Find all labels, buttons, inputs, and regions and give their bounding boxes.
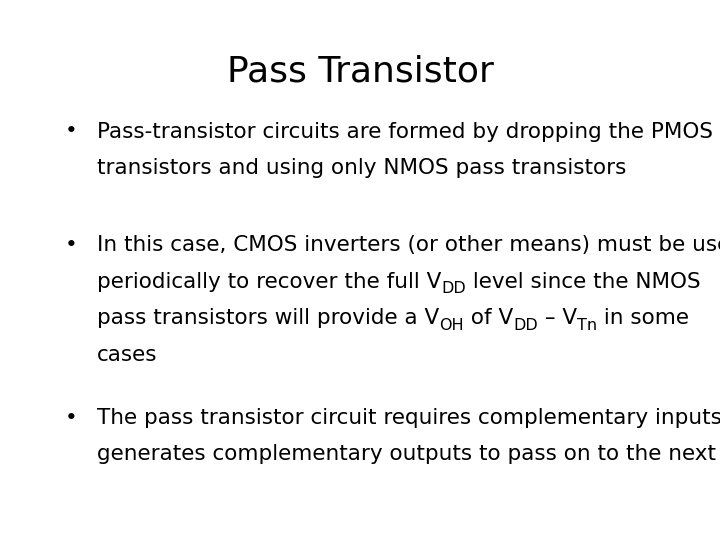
Text: periodically to recover the full V: periodically to recover the full V: [97, 272, 441, 292]
Text: •: •: [65, 408, 78, 428]
Text: The pass transistor circuit requires complementary inputs and: The pass transistor circuit requires com…: [97, 408, 720, 428]
Text: in some: in some: [598, 308, 689, 328]
Text: cases: cases: [97, 345, 158, 365]
Text: – V: – V: [538, 308, 577, 328]
Text: level since the NMOS: level since the NMOS: [467, 272, 701, 292]
Text: OH: OH: [439, 318, 464, 333]
Text: In this case, CMOS inverters (or other means) must be used: In this case, CMOS inverters (or other m…: [97, 235, 720, 255]
Text: of V: of V: [464, 308, 513, 328]
Text: transistors and using only NMOS pass transistors: transistors and using only NMOS pass tra…: [97, 158, 626, 178]
Text: •: •: [65, 235, 78, 255]
Text: Pass-transistor circuits are formed by dropping the PMOS: Pass-transistor circuits are formed by d…: [97, 122, 714, 141]
Text: DD: DD: [441, 281, 467, 296]
Text: •: •: [65, 122, 78, 141]
Text: pass transistors will provide a V: pass transistors will provide a V: [97, 308, 439, 328]
Text: Pass Transistor: Pass Transistor: [227, 54, 493, 88]
Text: Tn: Tn: [577, 318, 598, 333]
Text: generates complementary outputs to pass on to the next stage: generates complementary outputs to pass …: [97, 444, 720, 464]
Text: DD: DD: [513, 318, 538, 333]
